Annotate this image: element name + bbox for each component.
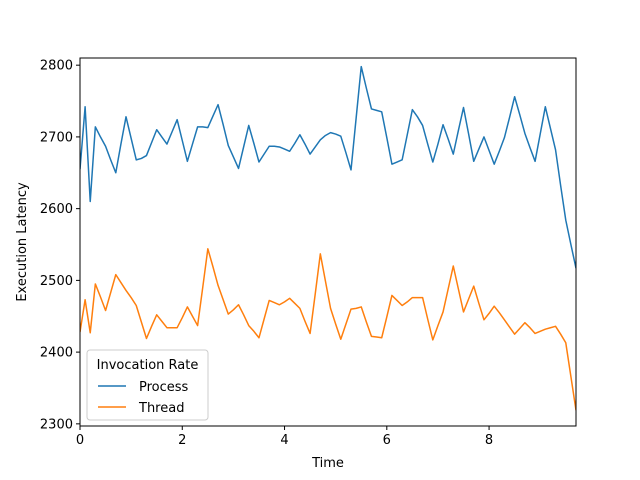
y-tick-label: 2700 bbox=[40, 130, 73, 145]
legend-box bbox=[86, 349, 209, 421]
series-line-process bbox=[80, 65, 576, 269]
y-axis-label: Execution Latency bbox=[15, 182, 30, 302]
y-tick-label: 2300 bbox=[40, 417, 73, 432]
plot-layer bbox=[80, 65, 576, 411]
y-tick-label: 2500 bbox=[40, 274, 73, 289]
y-tick-label: 2600 bbox=[40, 202, 73, 217]
plot-area-frame bbox=[79, 57, 577, 427]
x-tick-label: 2 bbox=[178, 433, 186, 448]
series-line-thread bbox=[80, 248, 576, 411]
x-tick-label: 8 bbox=[485, 433, 493, 448]
legend: Invocation Rate Process Thread bbox=[86, 349, 209, 421]
y-tick-label: 2400 bbox=[40, 346, 73, 361]
x-tick-label: 0 bbox=[76, 433, 84, 448]
axis-ticks: 0 2 4 6 8 2300 2400 2500 2600 2700 2800 bbox=[40, 59, 493, 448]
x-axis-label: Time bbox=[311, 456, 344, 471]
y-tick-label: 2800 bbox=[40, 59, 73, 74]
legend-title: Invocation Rate bbox=[97, 358, 199, 373]
legend-label-thread: Thread bbox=[138, 401, 184, 416]
legend-items: Process Thread bbox=[98, 380, 189, 416]
x-tick-label: 4 bbox=[280, 433, 288, 448]
legend-label-process: Process bbox=[139, 380, 189, 395]
x-tick-label: 6 bbox=[383, 433, 391, 448]
